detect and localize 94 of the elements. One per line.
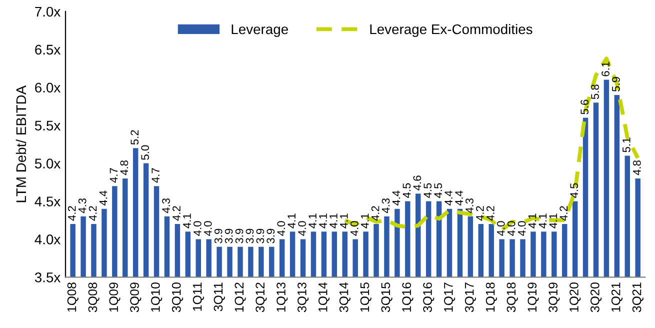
y-axis-title: LTM Debt/ EBITDA [16, 85, 26, 202]
data-label: 4.3 [466, 198, 474, 214]
y-tick-label: 3.5x [34, 272, 60, 282]
data-label: 4.0 [277, 221, 286, 236]
x-tick-label: 3Q21 [632, 282, 644, 312]
x-tick-label: 3Q11 [214, 282, 225, 312]
data-label: 4.0 [298, 221, 306, 236]
data-label: 4.2 [476, 206, 484, 221]
data-label: 4.3 [78, 198, 86, 214]
x-tick-label: 3Q20 [590, 282, 602, 312]
data-label: 4.4 [392, 190, 400, 206]
data-label: 3.9 [224, 228, 233, 244]
y-tick-label: 6.0x [35, 82, 60, 93]
data-label: 5.6 [580, 100, 589, 114]
data-label: 5.8 [591, 84, 599, 100]
data-label: 4.1 [361, 214, 369, 228]
x-tick-label: 1Q13 [276, 282, 288, 312]
x-tick-label: 1Q10 [151, 282, 162, 312]
x-tick-label: 1Q20 [570, 282, 581, 312]
legend-label: Leverage [232, 24, 288, 37]
data-label: 4.3 [162, 198, 170, 214]
data-label: 5.0 [141, 145, 150, 160]
data-label: 4.1 [538, 214, 547, 228]
x-tick-label: 3Q09 [130, 282, 142, 312]
data-label: 4.0 [507, 221, 516, 236]
data-label: 4.5 [402, 183, 411, 198]
data-label: 4.0 [496, 221, 505, 236]
data-label: 3.9 [246, 228, 254, 244]
y-tick-label: 6.5x [35, 44, 60, 55]
data-label: 4.0 [204, 221, 212, 236]
data-label: 4.2 [68, 206, 76, 221]
x-tick-label: 1Q21 [611, 282, 623, 312]
x-tick-label: 3Q14 [339, 282, 350, 312]
x-tick-label: 3Q19 [548, 282, 560, 312]
data-label: 4.5 [570, 183, 578, 198]
y-tick-label: 7.0x [35, 6, 60, 17]
data-label: 4.7 [110, 168, 118, 183]
data-label: 4.1 [549, 214, 558, 228]
x-tick-label: 3Q12 [256, 282, 267, 312]
data-label: 4.3 [382, 198, 390, 214]
x-tick-label: 1Q09 [109, 282, 120, 312]
x-tick-label: 1Q17 [444, 282, 456, 312]
data-label: 3.9 [266, 228, 275, 244]
data-label: 4.2 [486, 206, 494, 221]
x-tick-label: 3Q13 [298, 282, 309, 312]
x-tick-label: 1Q12 [234, 282, 246, 312]
x-tick-label: 3Q16 [423, 282, 434, 312]
data-label: 3.9 [256, 228, 264, 244]
data-label: 4.1 [183, 214, 191, 228]
data-label: 3.9 [214, 228, 222, 244]
data-label: 4.2 [172, 206, 180, 221]
data-label: 4.2 [560, 206, 568, 221]
legend-label: Leverage Ex-Commodities [370, 24, 532, 37]
data-label: 4.1 [340, 214, 348, 228]
x-tick-label: 1Q16 [402, 282, 414, 312]
x-tick-label: 3Q18 [506, 282, 518, 312]
y-tick-label: 4.0x [34, 234, 60, 244]
data-label: 5.9 [612, 77, 620, 92]
x-tick-label: 1Q19 [528, 282, 539, 312]
data-label: 3.9 [235, 228, 244, 244]
y-tick-label: 4.5x [34, 196, 60, 206]
x-tick-label: 3Q17 [464, 282, 476, 312]
data-label: 4.1 [288, 214, 296, 228]
data-label: 4.5 [434, 183, 442, 198]
data-label: 4.0 [518, 221, 526, 236]
x-tick-label: 1Q11 [192, 282, 204, 311]
x-tick-label: 1Q08 [67, 282, 78, 312]
data-label: 4.4 [444, 190, 452, 206]
data-label: 4.8 [120, 160, 128, 176]
data-label: 4.1 [528, 214, 536, 228]
x-tick-label: 1Q18 [486, 282, 497, 312]
data-label: 4.4 [99, 190, 108, 206]
data-label: 4.2 [88, 206, 97, 221]
data-label: 5.1 [622, 138, 630, 152]
data-label: 4.1 [330, 214, 338, 228]
data-label: 4.0 [350, 221, 358, 236]
y-tick-label: 5.0x [34, 158, 60, 168]
x-tick-label: 3Q10 [172, 282, 184, 312]
data-label: 4.5 [424, 183, 432, 198]
x-tick-label: 1Q15 [360, 282, 372, 312]
data-label: 4.4 [455, 190, 463, 206]
data-label: 4.0 [194, 221, 202, 236]
x-tick-label: 1Q14 [318, 282, 330, 312]
data-label: 4.1 [319, 214, 327, 228]
data-label: 5.2 [130, 130, 139, 145]
data-label: 6.1 [602, 62, 610, 76]
data-label: 4.6 [413, 176, 422, 190]
data-label: 4.7 [152, 168, 160, 183]
data-label: 4.8 [632, 160, 641, 176]
data-label: 4.2 [371, 206, 380, 221]
x-tick-label: 3Q08 [88, 282, 100, 312]
x-tick-label: 3Q15 [381, 282, 392, 312]
y-tick-label: 5.5x [34, 120, 60, 131]
data-label: 4.1 [308, 214, 316, 228]
